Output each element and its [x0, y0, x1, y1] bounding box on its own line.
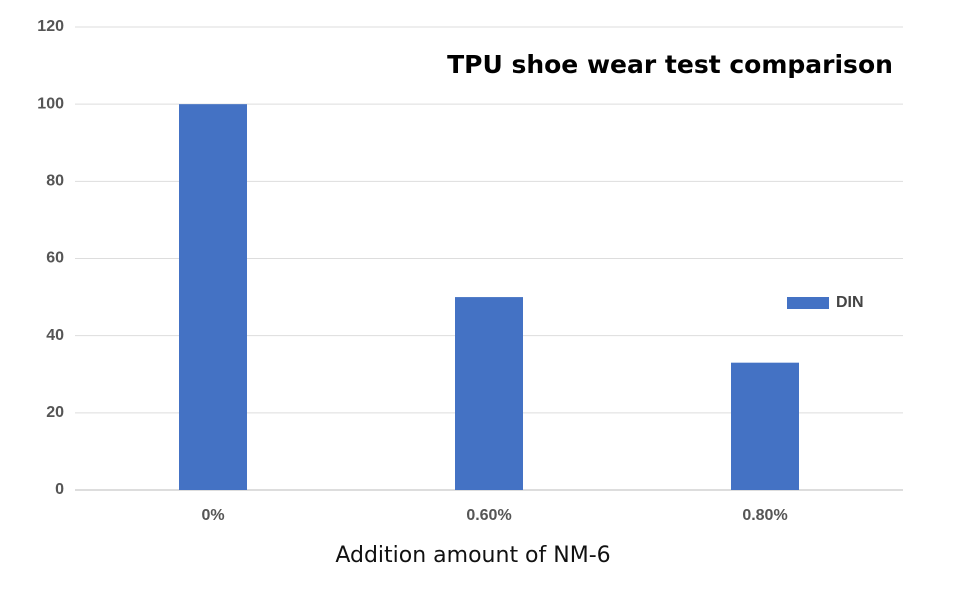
title-background	[437, 40, 903, 92]
legend-swatch	[787, 297, 829, 309]
bar	[455, 297, 523, 490]
y-tick-label: 120	[37, 18, 64, 35]
chart-title: TPU shoe wear test comparison	[447, 50, 893, 79]
y-tick-label: 100	[37, 95, 64, 112]
bar	[731, 362, 799, 490]
legend-label: DIN	[836, 294, 864, 311]
x-tick-label: 0.80%	[742, 507, 787, 524]
x-tick-label: 0.60%	[466, 507, 511, 524]
x-tick-label: 0%	[201, 507, 224, 524]
y-tick-label: 80	[46, 173, 64, 190]
y-tick-label: 60	[46, 250, 64, 267]
bar	[179, 104, 247, 491]
y-tick-label: 20	[46, 404, 64, 421]
y-tick-label: 40	[46, 327, 64, 344]
x-axis-title: Addition amount of NM-6	[335, 543, 610, 568]
y-tick-label: 0	[55, 481, 64, 498]
